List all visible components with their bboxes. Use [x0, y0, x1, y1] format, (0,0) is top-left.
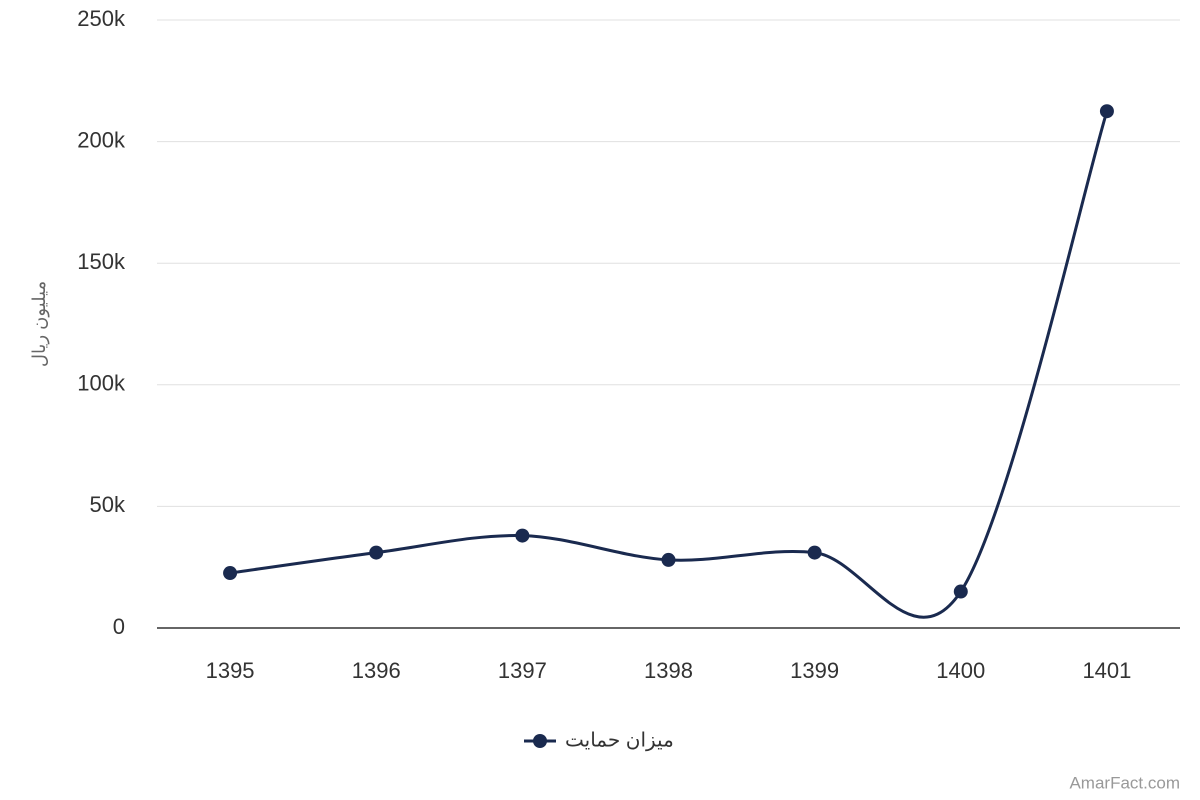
marker: [515, 528, 530, 543]
x-tick-label: 1396: [352, 658, 401, 683]
x-tick-label: 1400: [936, 658, 985, 683]
marker: [953, 584, 968, 599]
y-tick-label: 150k: [77, 249, 126, 274]
x-tick-label: 1399: [790, 658, 839, 683]
marker: [661, 552, 676, 567]
y-tick-label: 250k: [77, 6, 126, 31]
marker: [807, 545, 822, 560]
legend-label: میزان حمایت: [565, 729, 674, 751]
x-tick-label: 1398: [644, 658, 693, 683]
x-tick-label: 1395: [206, 658, 255, 683]
credit: AmarFact.com: [1069, 773, 1180, 792]
y-tick-label: 0: [113, 614, 125, 639]
y-tick-label: 100k: [77, 371, 126, 396]
marker: [223, 566, 238, 581]
marker: [369, 545, 384, 560]
x-tick-label: 1401: [1082, 658, 1131, 683]
y-axis-label: میلیون ریال: [29, 281, 50, 367]
x-tick-label: 1397: [498, 658, 547, 683]
y-tick-label: 50k: [90, 492, 126, 517]
legend-marker: [533, 734, 547, 748]
line: [229, 110, 1109, 619]
y-tick-label: 200k: [77, 127, 126, 152]
marker: [1099, 104, 1114, 119]
